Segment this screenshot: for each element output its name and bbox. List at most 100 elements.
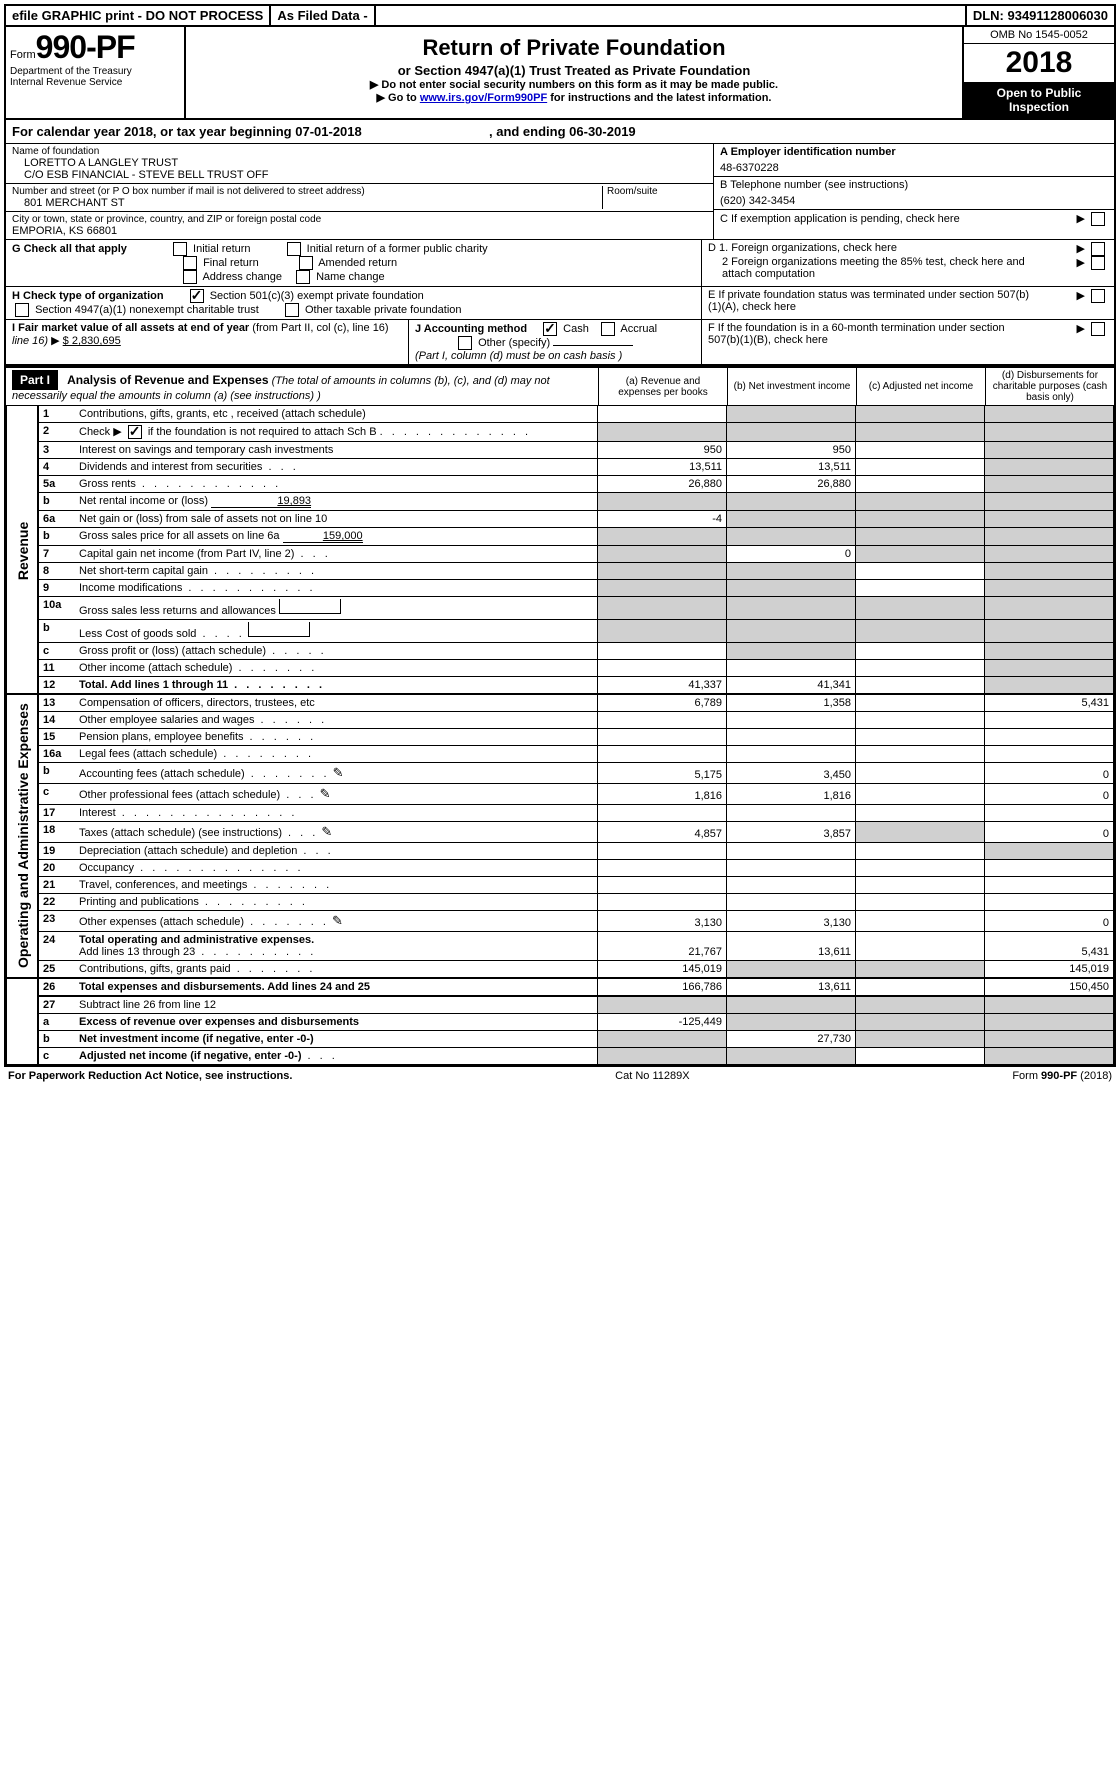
d2-checkbox[interactable]: [1091, 256, 1105, 270]
ln-6a: 6a: [38, 511, 75, 528]
v20d: [985, 860, 1114, 877]
v18b: 3,857: [727, 822, 856, 843]
desc-2: Check ▶ if the foundation is not require…: [75, 423, 598, 442]
j-check-other[interactable]: [458, 336, 472, 350]
v1a: [598, 406, 727, 423]
topbar-spacer: [376, 6, 967, 25]
l20-text: Occupancy: [79, 862, 134, 874]
c-checkbox[interactable]: [1091, 212, 1105, 226]
irs-link[interactable]: www.irs.gov/Form990PF: [420, 92, 547, 104]
v16bc: [856, 763, 985, 784]
ln-16c: c: [38, 784, 75, 805]
d1-label: D 1. Foreign organizations, check here: [708, 242, 897, 256]
v14d: [985, 712, 1114, 729]
f-label: F If the foundation is in a 60-month ter…: [708, 322, 1038, 346]
v13a: 6,789: [598, 694, 727, 712]
v11a: [598, 660, 727, 677]
l2-post: if the foundation is not required to att…: [148, 426, 377, 438]
room-label: Room/suite: [607, 186, 707, 197]
g-check-initial[interactable]: [173, 242, 187, 256]
ln-4: 4: [38, 459, 75, 476]
attach-icon-18[interactable]: ✎: [321, 824, 332, 839]
l27b-text: Net investment income (if negative, ente…: [79, 1033, 314, 1045]
v16cc: [856, 784, 985, 805]
v2d: [985, 423, 1114, 442]
f-checkbox[interactable]: [1091, 322, 1105, 336]
j-text-cash: Cash: [563, 323, 589, 335]
attach-icon-16c[interactable]: ✎: [320, 786, 331, 801]
v27-b: [727, 996, 856, 1014]
l14-dots: . . . . . .: [254, 714, 327, 726]
dept-treasury: Department of the Treasury: [10, 66, 180, 77]
ln-5a: 5a: [38, 476, 75, 493]
v14a: [598, 712, 727, 729]
v16bb: 3,450: [727, 763, 856, 784]
l4-text: Dividends and interest from securities: [79, 461, 262, 473]
l15-text: Pension plans, employee benefits: [79, 731, 244, 743]
g-check-name[interactable]: [296, 270, 310, 284]
attach-icon-23[interactable]: ✎: [332, 913, 343, 928]
l24-text: Total operating and administrative expen…: [79, 934, 314, 946]
addr-cell: Number and street (or P O box number if …: [6, 184, 713, 212]
l16b-text: Accounting fees (attach schedule): [79, 768, 245, 780]
l24-dots: . . . . . . . . . .: [195, 946, 316, 958]
v21a: [598, 877, 727, 894]
l6b-text: Gross sales price for all assets on line…: [79, 530, 280, 542]
desc-7: Capital gain net income (from Part IV, l…: [75, 546, 598, 563]
v9c: [856, 580, 985, 597]
g-opt-final: Final return: [180, 257, 259, 269]
h-check-other[interactable]: [285, 303, 299, 317]
ln-16b: b: [38, 763, 75, 784]
phone-label: B Telephone number (see instructions): [720, 179, 1108, 191]
v27cc: [856, 1048, 985, 1065]
v11b: [727, 660, 856, 677]
l10a-text: Gross sales less returns and allowances: [79, 605, 276, 617]
l10a-box: [279, 599, 341, 614]
v10cc: [856, 643, 985, 660]
l23-text: Other expenses (attach schedule): [79, 916, 244, 928]
d-right: D 1. Foreign organizations, check here ▶…: [701, 240, 1114, 286]
h-check-4947[interactable]: [15, 303, 29, 317]
calyear-pre: For calendar year 2018, or tax year begi…: [12, 124, 295, 139]
j-check-cash[interactable]: [543, 322, 557, 336]
desc-26: Total expenses and disbursements. Add li…: [75, 978, 598, 996]
h-check-501c3[interactable]: [190, 289, 204, 303]
j-check-accrual[interactable]: [601, 322, 615, 336]
g-check-final[interactable]: [183, 256, 197, 270]
v5ba: [598, 493, 727, 511]
schb-checkbox[interactable]: [128, 425, 142, 439]
l16a-dots: . . . . . . . .: [217, 748, 314, 760]
g-text-amended: Amended return: [318, 257, 397, 269]
g-check-amended[interactable]: [299, 256, 313, 270]
h-opt2: Section 4947(a)(1) nonexempt charitable …: [12, 304, 259, 316]
attach-icon-16b[interactable]: ✎: [333, 765, 344, 780]
v27ca: [598, 1048, 727, 1065]
desc-27a: Excess of revenue over expenses and disb…: [75, 1014, 598, 1031]
g-check-address[interactable]: [183, 270, 197, 284]
d1-checkbox[interactable]: [1091, 242, 1105, 256]
e-checkbox[interactable]: [1091, 289, 1105, 303]
goto-line: ▶ Go to www.irs.gov/Form990PF for instru…: [194, 91, 954, 104]
v27aa: -125,449: [598, 1014, 727, 1031]
phone-value: (620) 342-3454: [720, 191, 1108, 207]
l18-text: Taxes (attach schedule) (see instruction…: [79, 827, 282, 839]
i-label-pre: I Fair market value of all assets at end…: [12, 322, 252, 334]
v17d: [985, 805, 1114, 822]
desc-6a: Net gain or (loss) from sale of assets n…: [75, 511, 598, 528]
desc-4: Dividends and interest from securities .…: [75, 459, 598, 476]
j-accrual: Accrual: [598, 323, 657, 335]
v20b: [727, 860, 856, 877]
l2-pre: Check ▶: [79, 426, 122, 438]
ln-5b: b: [38, 493, 75, 511]
desc-5b: Net rental income or (loss) 19,893: [75, 493, 598, 511]
l8-text: Net short-term capital gain: [79, 565, 208, 577]
desc-21: Travel, conferences, and meetings . . . …: [75, 877, 598, 894]
ln-27b: b: [38, 1031, 75, 1048]
l26-text: Total expenses and disbursements. Add li…: [79, 981, 370, 993]
f-box: ▶: [1076, 322, 1108, 346]
v25c: [856, 961, 985, 979]
v22b: [727, 894, 856, 911]
g-check-former[interactable]: [287, 242, 301, 256]
v19c: [856, 843, 985, 860]
form-word: Form: [10, 49, 36, 61]
